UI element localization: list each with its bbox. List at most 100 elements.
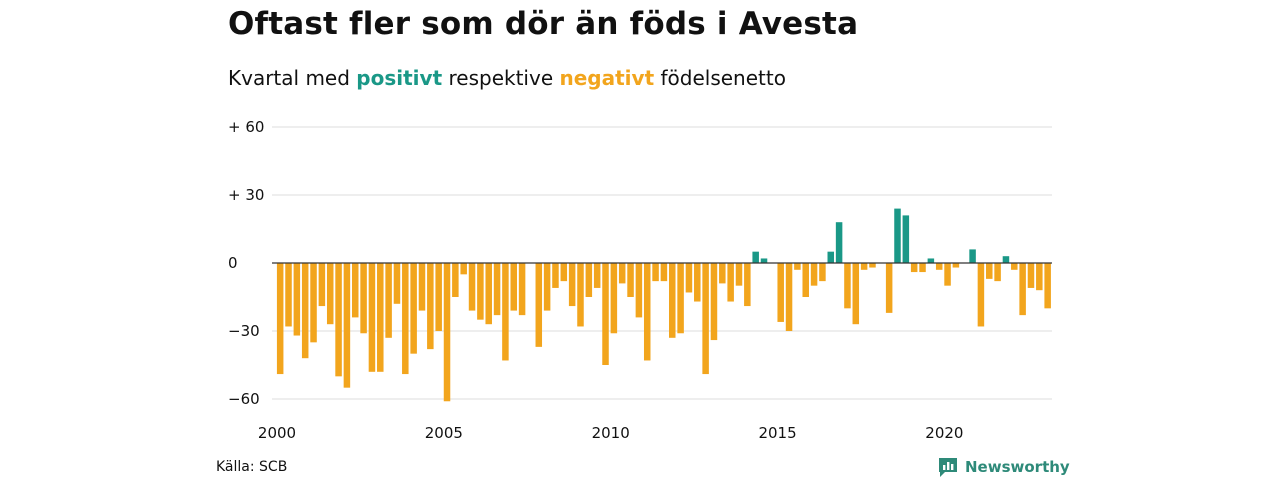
bar-positive xyxy=(969,249,976,263)
bar-negative xyxy=(535,263,543,347)
bar-negative xyxy=(677,263,684,334)
bar-negative xyxy=(452,263,459,297)
bar-negative xyxy=(1019,263,1026,316)
bar-negative xyxy=(402,263,409,375)
bar-negative xyxy=(660,263,668,282)
bar-negative xyxy=(543,263,551,311)
y-tick-label: + 60 xyxy=(228,118,264,136)
bar-negative xyxy=(293,263,301,336)
brand-logo: Newsworthy xyxy=(937,456,1070,478)
bar-negative xyxy=(652,263,659,282)
bar-positive xyxy=(902,215,910,263)
tick-labels: + 60 + 30 0 −30 −60 2000 2005 2010 2015 2020 xyxy=(228,118,963,442)
bar-negative xyxy=(844,263,851,309)
bar-positive xyxy=(927,258,935,263)
bar-negative xyxy=(318,263,326,307)
bar-positive xyxy=(760,258,768,263)
bar-negative xyxy=(468,263,476,311)
bar-negative xyxy=(493,263,501,316)
bar-negative xyxy=(351,263,359,318)
bar-positive xyxy=(827,251,835,263)
y-tick-label: 0 xyxy=(228,254,238,272)
bar-negative xyxy=(460,263,467,275)
bar-negative xyxy=(1044,263,1051,309)
bar-negative xyxy=(744,263,751,307)
bar-negative xyxy=(285,263,292,327)
bar-negative xyxy=(1027,263,1035,288)
bar-negative xyxy=(502,263,509,361)
bar-negative xyxy=(719,263,726,284)
bar-negative xyxy=(702,263,709,375)
bar-positive xyxy=(752,251,759,263)
bars xyxy=(276,208,1051,402)
bar-negative xyxy=(393,263,401,304)
bar-negative xyxy=(643,263,651,361)
brand-name: Newsworthy xyxy=(965,458,1070,476)
bar-negative xyxy=(377,263,384,372)
bar-negative xyxy=(885,263,893,313)
bar-negative xyxy=(477,263,484,320)
y-tick-label: −60 xyxy=(228,390,260,408)
bar-negative xyxy=(669,263,676,338)
bar-negative xyxy=(343,263,351,388)
bar-negative xyxy=(710,263,718,341)
bar-negative xyxy=(1011,263,1018,270)
bar-negative xyxy=(585,263,593,297)
bar-negative xyxy=(618,263,626,284)
bar-negative xyxy=(635,263,643,318)
bar-negative xyxy=(785,263,793,331)
bar-negative xyxy=(627,263,634,297)
bar-negative xyxy=(360,263,367,334)
bar-negative xyxy=(485,263,492,325)
subtitle-suffix: födelsenetto xyxy=(660,66,786,90)
subtitle-middle: respektive xyxy=(448,66,554,90)
bar-negative xyxy=(335,263,342,377)
bar-negative xyxy=(568,263,576,307)
bar-negative xyxy=(368,263,376,372)
bar-negative xyxy=(952,263,960,268)
bar-negative xyxy=(310,263,317,343)
x-tick-label: 2010 xyxy=(592,424,630,442)
bar-negative xyxy=(326,263,334,325)
bar-negative xyxy=(435,263,442,331)
subtitle-negative-word: negativt xyxy=(559,66,655,90)
bar-negative xyxy=(410,263,417,354)
bar-negative xyxy=(602,263,609,365)
bar-negative xyxy=(427,263,434,350)
x-tick-label: 2000 xyxy=(258,424,296,442)
bar-negative xyxy=(418,263,426,311)
bar-negative xyxy=(810,263,818,286)
bar-positive xyxy=(835,222,843,263)
source-note: Källa: SCB xyxy=(216,459,288,475)
bar-negative xyxy=(276,263,284,375)
bar-negative xyxy=(919,263,926,273)
x-tick-label: 2005 xyxy=(425,424,463,442)
bar-negative xyxy=(935,263,943,270)
bar-negative xyxy=(852,263,860,325)
bar-negative xyxy=(802,263,809,297)
bar-negative xyxy=(443,263,451,402)
x-tick-label: 2015 xyxy=(758,424,796,442)
y-tick-label: + 30 xyxy=(228,186,264,204)
bar-positive xyxy=(894,208,901,263)
bar-negative xyxy=(1036,263,1043,291)
bar-negative xyxy=(385,263,392,338)
bar-negative xyxy=(735,263,743,286)
bar-negative xyxy=(860,263,868,270)
bar-negative xyxy=(560,263,568,282)
bar-negative xyxy=(510,263,518,311)
bar-negative xyxy=(694,263,701,302)
bar-positive xyxy=(1002,256,1010,263)
bar-negative xyxy=(552,263,559,288)
bar-negative xyxy=(910,263,918,273)
y-tick-label: −30 xyxy=(228,322,260,340)
chart-title: Oftast fler som dör än föds i Avesta xyxy=(228,6,859,42)
x-tick-label: 2020 xyxy=(925,424,963,442)
bar-negative xyxy=(685,263,693,293)
gridlines xyxy=(272,126,1052,400)
subtitle-prefix: Kvartal med xyxy=(228,66,350,90)
bar-negative xyxy=(794,263,801,270)
bar-negative xyxy=(944,263,951,286)
bar-negative xyxy=(869,263,876,268)
